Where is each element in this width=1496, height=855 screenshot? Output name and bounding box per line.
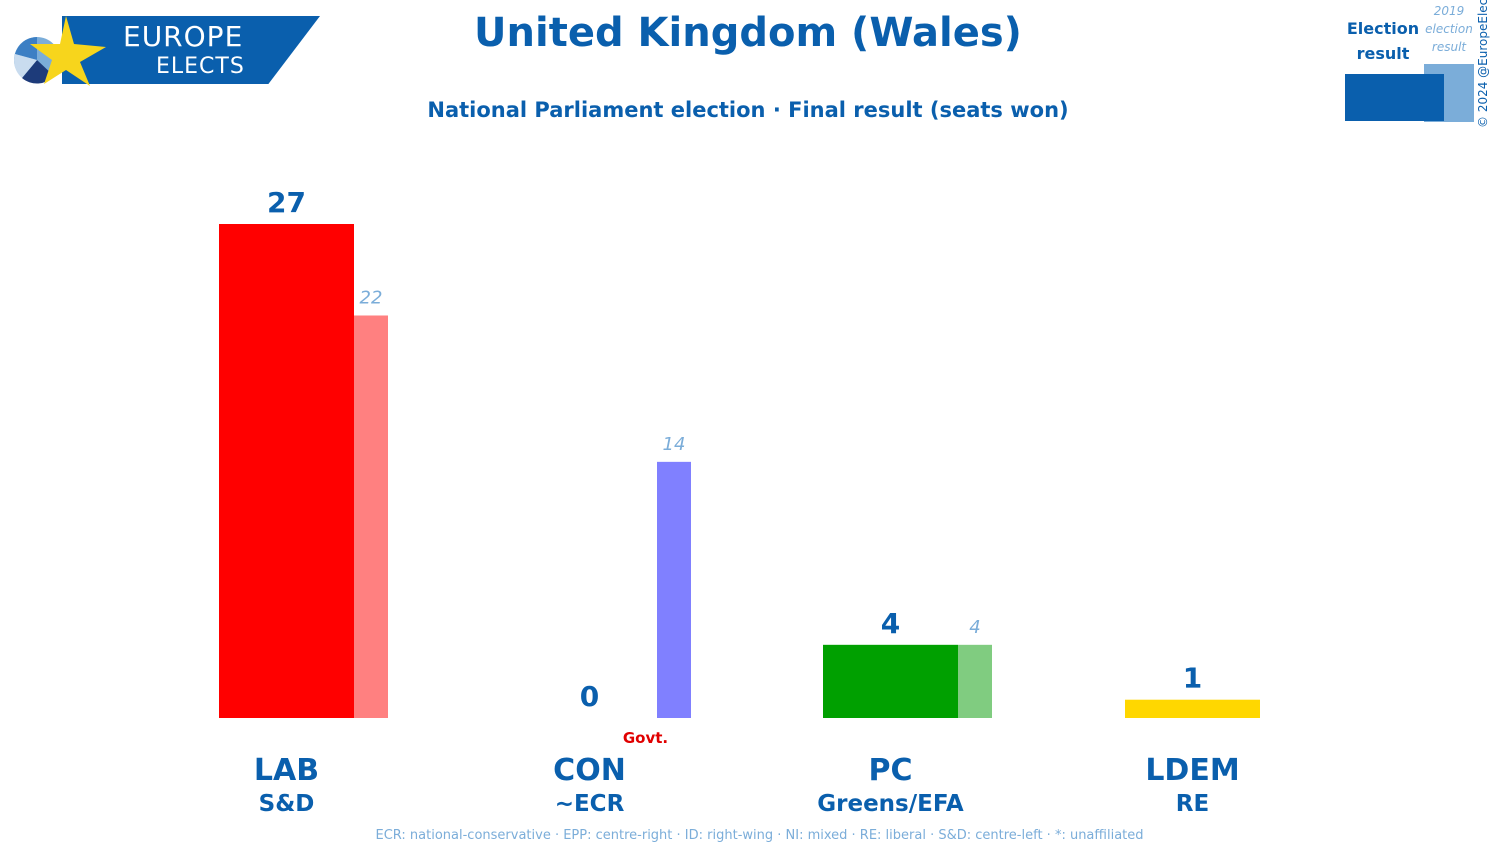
legend-previous-label: 2019 election result — [1420, 2, 1478, 56]
value-label-current-con: 0 — [580, 680, 599, 713]
legend-current-swatch — [1345, 74, 1444, 121]
bar-previous-pc — [958, 644, 992, 718]
legend-current-label-line1: Election — [1346, 19, 1420, 38]
logo-word-elects: ELECTS — [156, 54, 245, 79]
legend-previous-label-line3: result — [1431, 40, 1467, 54]
group-label-pc: Greens/EFA — [817, 791, 964, 817]
group-label-ldem: RE — [1176, 791, 1209, 817]
party-label-pc: PC — [868, 753, 912, 788]
legend-previous-label-line1: 2019 — [1433, 4, 1465, 18]
bar-current-pc — [823, 644, 958, 718]
star-globe-icon — [14, 16, 106, 86]
legend: Election result 2019 election result — [1340, 0, 1496, 140]
europe-elects-logo: EUROPE ELECTS — [10, 14, 322, 88]
value-label-previous-lab: 22 — [360, 287, 383, 308]
bar-current-lab — [219, 224, 354, 718]
group-label-con: ~ECR — [555, 791, 625, 817]
party-label-lab: LAB — [254, 753, 319, 788]
legend-current-label-line2: result — [1356, 44, 1410, 63]
bar-previous-lab — [354, 315, 388, 718]
chart-title: United Kingdom (Wales) — [474, 10, 1022, 56]
value-label-current-lab: 27 — [267, 186, 306, 219]
party-label-con: CON — [553, 753, 626, 788]
legend-current-label: Election result — [1344, 16, 1422, 66]
group-label-lab: S&D — [259, 791, 315, 817]
govt-label: Govt. — [623, 729, 668, 747]
bar-current-ldem — [1125, 699, 1260, 718]
party-label-ldem: LDEM — [1145, 753, 1239, 788]
value-label-current-ldem: 1 — [1183, 662, 1202, 695]
value-label-previous-con: 14 — [663, 434, 686, 455]
value-label-previous-pc: 4 — [969, 617, 980, 638]
bar-previous-con — [657, 461, 691, 718]
chart-subtitle: National Parliament election · Final res… — [427, 98, 1069, 122]
footer-legend-note: ECR: national-conservative · EPP: centre… — [375, 828, 1144, 843]
value-label-current-pc: 4 — [881, 607, 900, 640]
logo-word-europe: EUROPE — [123, 20, 244, 53]
legend-previous-label-line2: election — [1425, 22, 1473, 36]
